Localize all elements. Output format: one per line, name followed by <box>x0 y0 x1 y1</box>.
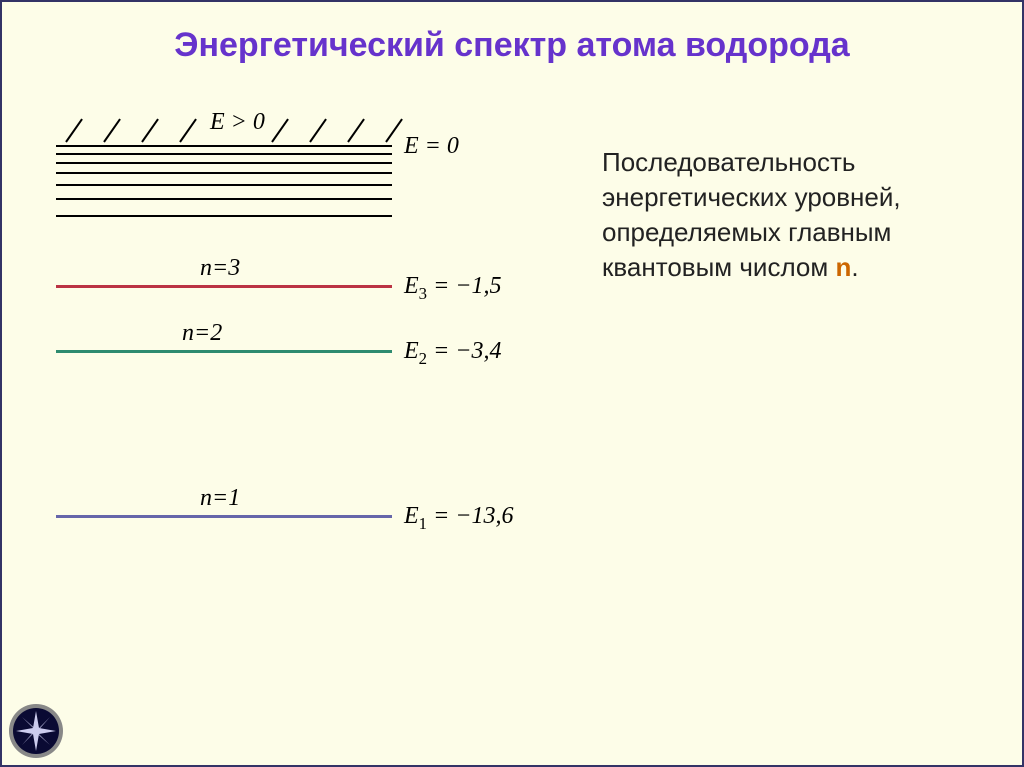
slide-title: Энергетический спектр атома водорода <box>2 2 1022 75</box>
level-line-n2 <box>56 350 392 353</box>
n-label-n2: n=2 <box>182 320 222 347</box>
hatch-mark <box>179 118 197 142</box>
label-e-gt-0: E > 0 <box>210 109 265 136</box>
description-suffix: . <box>851 252 858 282</box>
level-line-n3 <box>56 285 392 288</box>
description-text: Последовательность энергетических уровне… <box>592 115 992 595</box>
energy-label-n1: E1 = −13,6 <box>404 503 513 534</box>
dense-level-line <box>56 162 392 164</box>
hatch-mark <box>103 118 121 142</box>
energy-label-n3: E3 = −1,5 <box>404 273 501 304</box>
dense-level-line <box>56 172 392 174</box>
energy-diagram: E > 0 E = 0 n=3E3 = −1,5n=2E2 = −3,4n=1E… <box>32 115 592 595</box>
n-label-n3: n=3 <box>200 255 240 282</box>
description-n-symbol: n <box>835 252 851 282</box>
dense-level-line <box>56 153 392 155</box>
energy-label-n2: E2 = −3,4 <box>404 338 501 369</box>
corner-logo-icon <box>8 703 64 759</box>
hatch-mark <box>141 118 159 142</box>
dense-level-line <box>56 215 392 217</box>
hatch-mark <box>309 118 327 142</box>
hatch-mark <box>347 118 365 142</box>
hatch-mark <box>385 118 403 142</box>
dense-level-line <box>56 198 392 200</box>
dense-level-line <box>56 145 392 147</box>
level-line-n1 <box>56 515 392 518</box>
label-e-zero: E = 0 <box>404 133 459 160</box>
slide-content: E > 0 E = 0 n=3 E3 = −1,5 n=2 E2 = −3,4 n=1 E… <box>2 75 1022 595</box>
slide: Энергетический спектр атома водорода E >… <box>0 0 1024 767</box>
dense-level-line <box>56 184 392 186</box>
n-label-n1: n=1 <box>200 485 240 512</box>
hatch-mark <box>65 118 83 142</box>
hatch-mark <box>271 118 289 142</box>
